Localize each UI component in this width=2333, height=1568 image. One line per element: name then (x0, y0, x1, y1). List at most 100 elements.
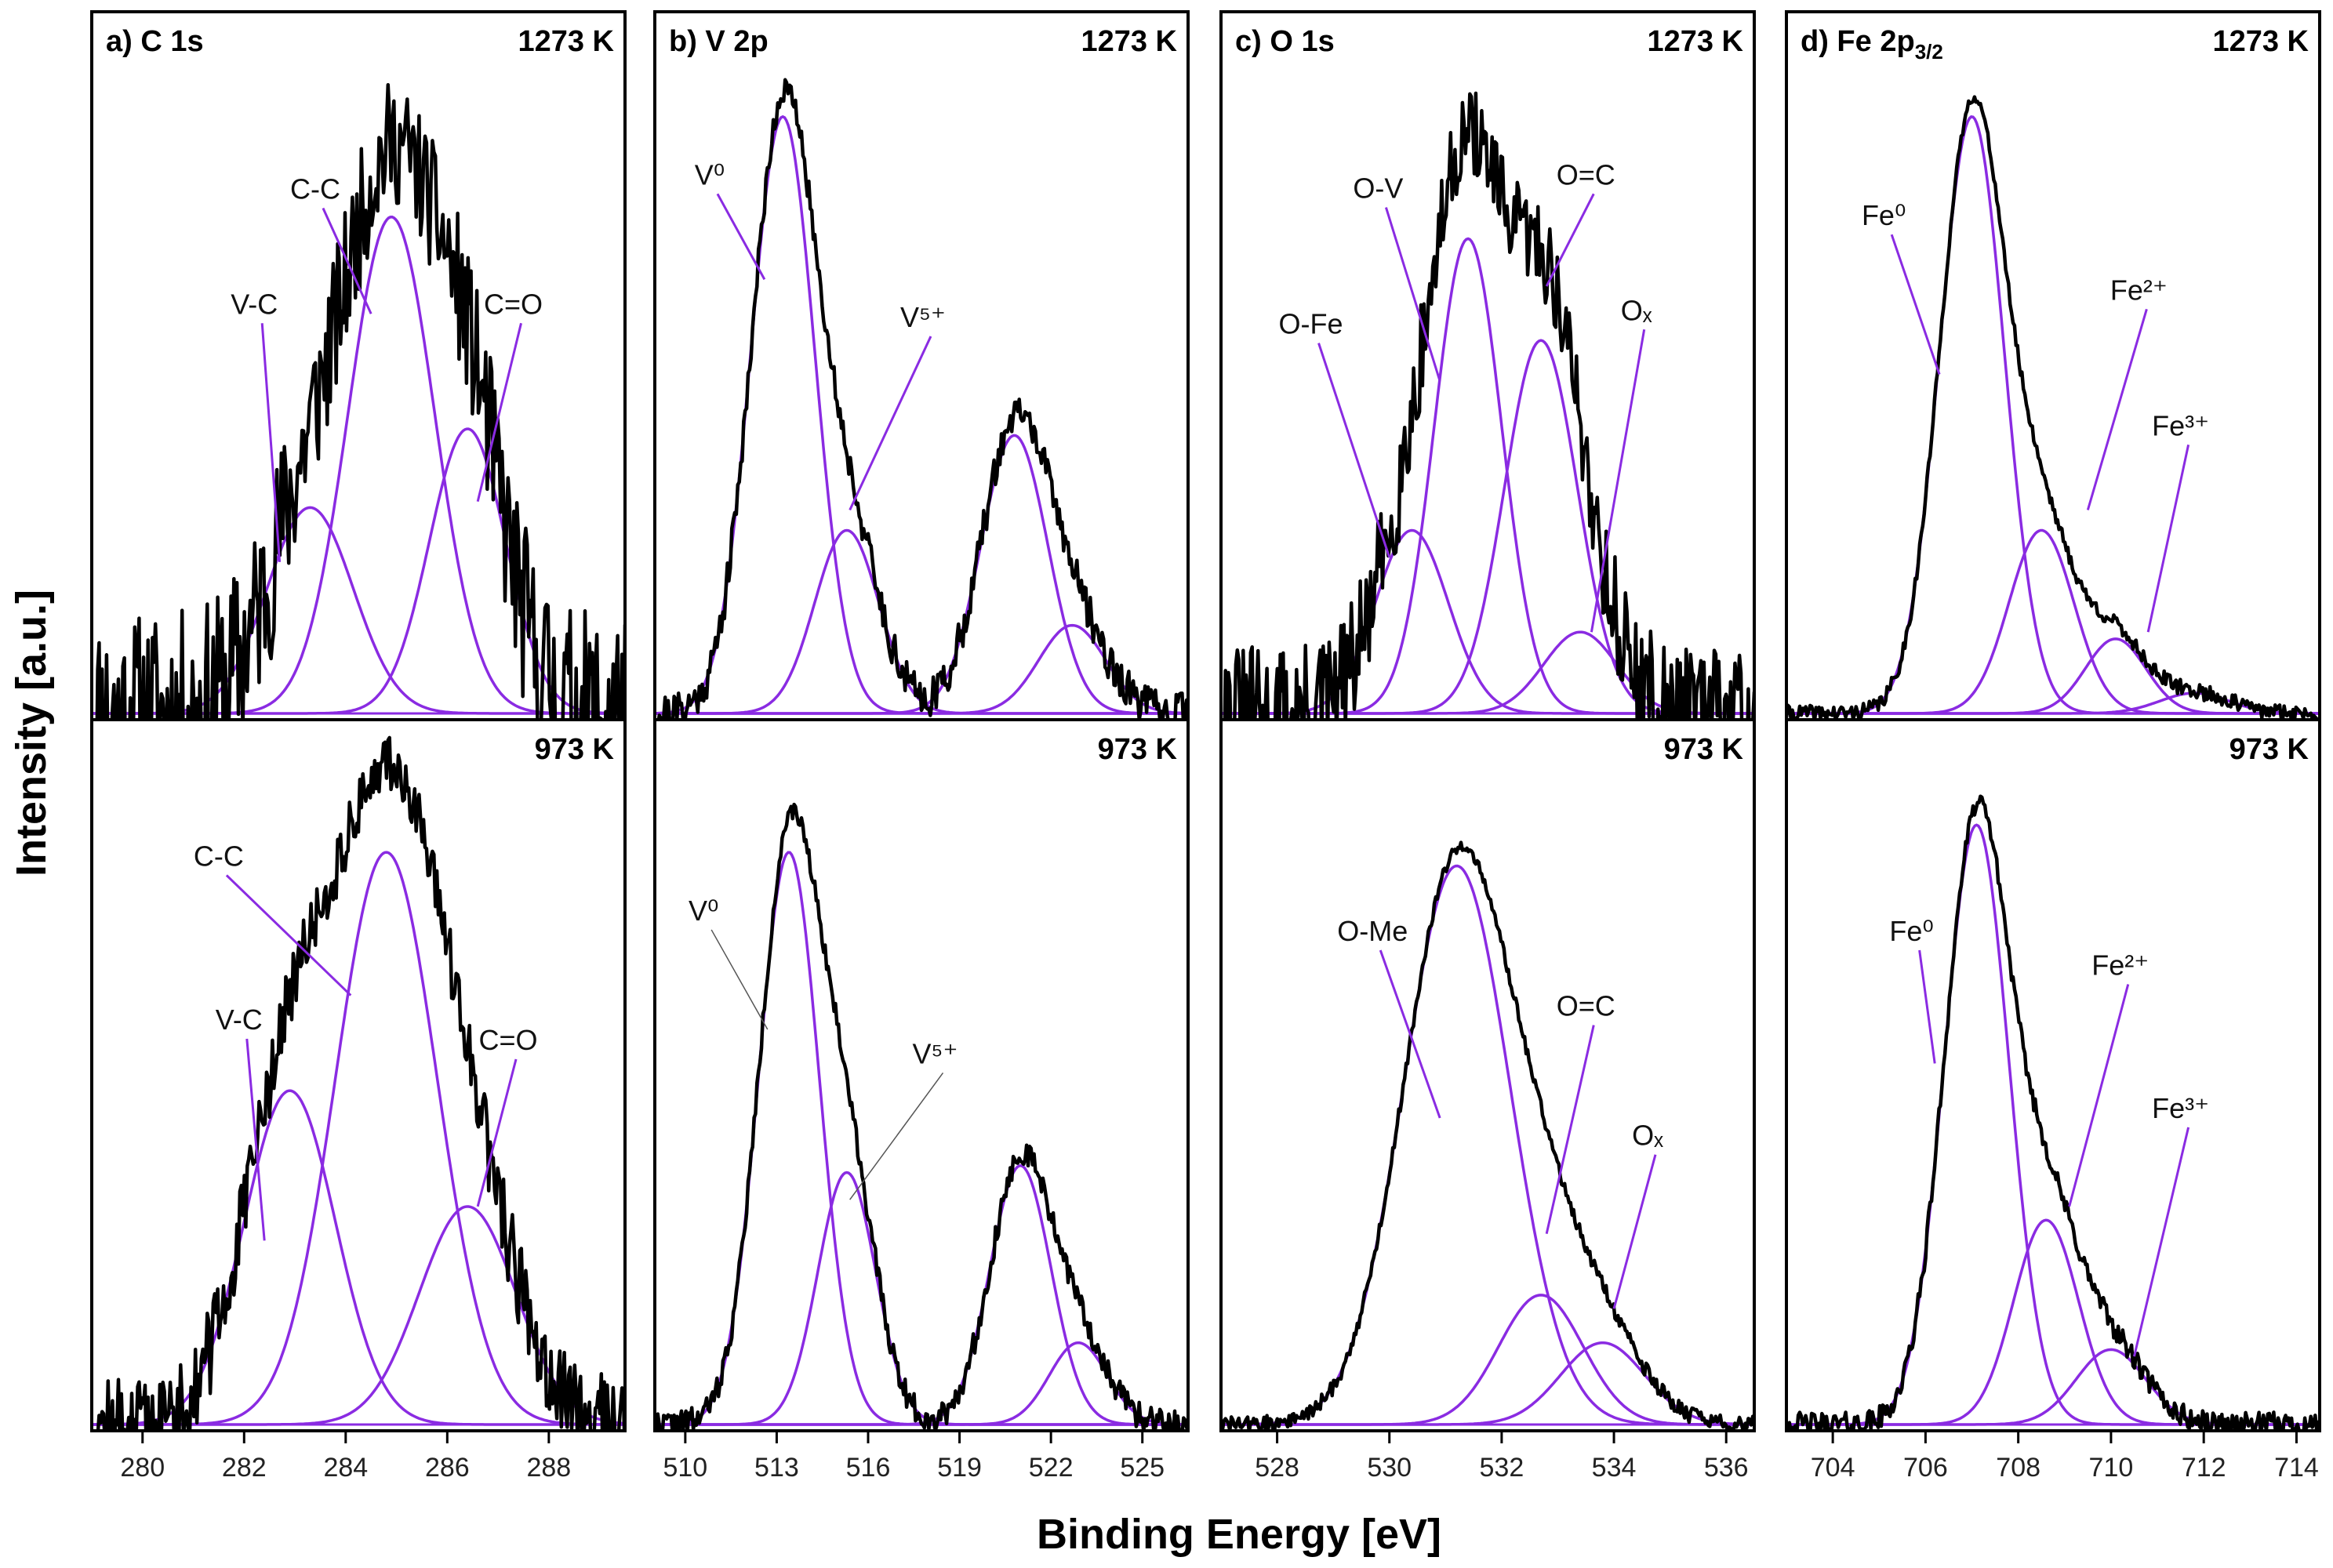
temperature-label: 973 K (2229, 733, 2309, 766)
fit-component-1 (655, 851, 1188, 1426)
peak-label: O-Fe (1279, 308, 1343, 340)
peak-label: Fe³⁺ (2152, 409, 2209, 441)
leader-line (322, 207, 372, 314)
x-tick-label: 284 (323, 1453, 368, 1483)
temperature-label: 1273 K (1647, 25, 1743, 58)
temperature-label: 1273 K (1081, 25, 1177, 58)
peak-label: Fe²⁺ (2110, 274, 2168, 306)
panel-frame (1785, 718, 2321, 1432)
leader-line (2068, 984, 2130, 1207)
x-tick-label: 706 (1903, 1453, 1948, 1483)
x-tick-label: 525 (1120, 1453, 1165, 1483)
raw-spectrum (1786, 95, 2320, 720)
peak-label: C-C (194, 840, 244, 872)
leader-line (245, 1038, 266, 1241)
leader-line (2086, 308, 2148, 510)
panels-group: V-C C-C C=O 1273 K a) C 1s V-C C-C C=O 973 K 280 2… (90, 10, 2321, 1483)
peak-label: C-C (290, 173, 340, 205)
panel-b-row-973K: V⁰ V⁵⁺ 973 K 510 513 516 519 522 525 (653, 718, 1190, 1483)
peak-label: O=C (1557, 158, 1615, 191)
peak-label: V⁵⁺ (900, 301, 946, 333)
panel-d: Fe⁰ Fe²⁺ Fe³⁺ 1273 K d) Fe 2p3/2 Fe⁰ Fe²⁺ Fe³⁺ 9… (1785, 10, 2321, 1483)
leader-line (1545, 193, 1595, 287)
leader-line (1379, 949, 1441, 1119)
leader-line (1612, 1154, 1657, 1309)
x-tick-label: 530 (1367, 1453, 1412, 1483)
leader-line (710, 929, 769, 1030)
x-tick-label: 712 (2182, 1453, 2226, 1483)
panel-title: c) O 1s (1235, 25, 1335, 58)
x-tick-label: 710 (2089, 1453, 2134, 1483)
leader-line (1545, 1025, 1595, 1235)
temperature-label: 1273 K (2212, 25, 2309, 58)
leader-line (476, 1058, 518, 1207)
peak-label: O-V (1353, 172, 1403, 205)
raw-spectrum (655, 802, 1188, 1431)
x-tick-label: 288 (526, 1453, 571, 1483)
panel-b-row-1273K: V⁰ V⁵⁺ 1273 K b) V 2p (653, 10, 1190, 721)
leader-line (849, 1072, 944, 1200)
x-tick-label: 536 (1704, 1453, 1749, 1483)
peak-label: Fe⁰ (1862, 199, 1906, 231)
peak-label: Oₓ (1632, 1120, 1663, 1152)
peak-label: Oₓ (1621, 294, 1652, 326)
leader-line (2146, 445, 2190, 633)
panel-title: a) C 1s (106, 25, 204, 58)
peak-label: V-C (231, 288, 278, 320)
x-tick-label: 519 (937, 1453, 982, 1483)
peak-label: Fe²⁺ (2091, 949, 2149, 981)
panel-frame (1785, 10, 2321, 721)
raw-spectrum (1223, 91, 1754, 720)
panel-frame (1219, 10, 1756, 721)
leader-line (849, 336, 932, 511)
y-axis-title: Intensity [a.u.] (8, 590, 55, 877)
panel-a-row-1273K: V-C C-C C=O 1273 K a) C 1s (90, 10, 627, 721)
fit-component-1 (1786, 823, 2320, 1426)
panel-frame (653, 10, 1190, 721)
temperature-label: 973 K (1098, 733, 1178, 766)
panel-d-row-1273K: Fe⁰ Fe²⁺ Fe³⁺ 1273 K d) Fe 2p3/2 (1785, 10, 2321, 721)
fit-component-4 (655, 623, 1188, 715)
leader-line (1918, 949, 1936, 1064)
x-tick-label: 280 (120, 1453, 165, 1483)
leader-line (225, 874, 352, 996)
peak-label: V-C (216, 1004, 263, 1036)
panel-frame (90, 718, 627, 1432)
leader-line (1317, 343, 1391, 558)
panel-d-row-973K: Fe⁰ Fe²⁺ Fe³⁺ 973 K 704 706 708 710 712 714 (1785, 718, 2321, 1483)
temperature-label: 1273 K (518, 25, 614, 58)
panel-a: V-C C-C C=O 1273 K a) C 1s V-C C-C C=O 973 K 280 2… (90, 10, 627, 1483)
raw-spectrum (96, 735, 625, 1431)
temperature-label: 973 K (1664, 733, 1744, 766)
leader-line (1890, 234, 1941, 375)
peak-label: V⁰ (689, 895, 718, 927)
fit-component-1 (1221, 528, 1754, 715)
fit-component-3 (1786, 637, 2320, 715)
peak-label: Fe⁰ (1889, 915, 1933, 947)
peak-label: C=O (484, 288, 543, 320)
leader-line (2133, 1127, 2190, 1357)
temperature-label: 973 K (535, 733, 615, 766)
x-tick-label: 513 (754, 1453, 799, 1483)
peak-label: O=C (1557, 990, 1615, 1022)
x-tick-label: 282 (222, 1453, 267, 1483)
peak-label: Fe³⁺ (2152, 1092, 2209, 1124)
leader-line (260, 323, 282, 563)
panel-a-row-973K: V-C C-C C=O 973 K 280 282 284 286 288 (90, 718, 627, 1483)
x-tick-label: 286 (425, 1453, 470, 1483)
panel-b: V⁰ V⁵⁺ 1273 K b) V 2p V⁰ V⁵⁺ 973 K 510 513 516 519… (653, 10, 1190, 1483)
x-tick-label: 532 (1480, 1453, 1524, 1483)
leader-line (476, 322, 522, 503)
panel-title: b) V 2p (669, 25, 769, 58)
leader-line (1590, 329, 1646, 633)
x-tick-label: 516 (846, 1453, 891, 1483)
raw-spectrum (1786, 794, 2320, 1431)
x-tick-label: 510 (663, 1453, 707, 1483)
panel-c-row-973K: O-Me O=C Oₓ 973 K 528 530 532 534 536 (1219, 718, 1756, 1483)
x-axis-title: Binding Energy [eV] (1037, 1511, 1441, 1558)
leader-line (1384, 207, 1441, 382)
peak-label: V⁵⁺ (913, 1037, 958, 1069)
fit-component-1 (655, 114, 1188, 715)
x-tick-label: 522 (1029, 1453, 1074, 1483)
